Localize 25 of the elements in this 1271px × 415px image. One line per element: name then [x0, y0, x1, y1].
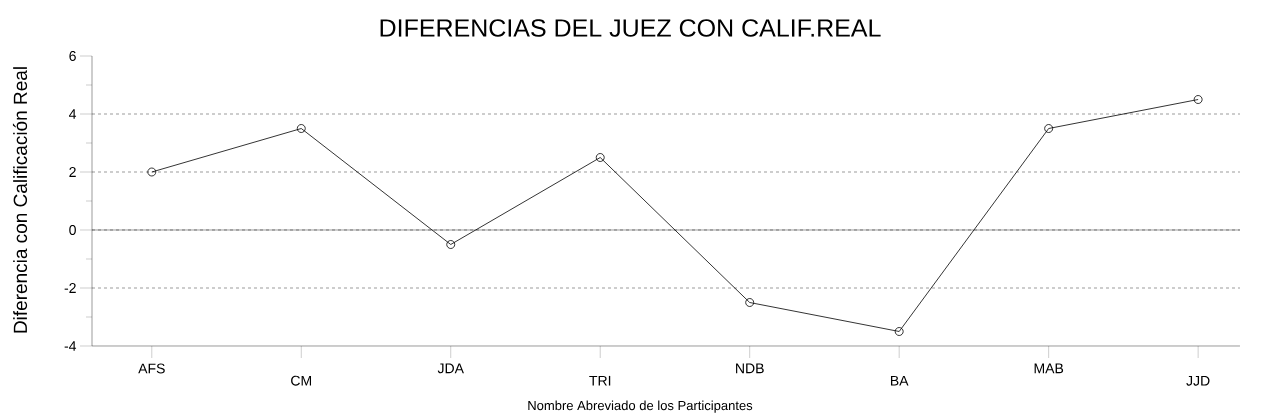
point [147, 167, 157, 177]
x-tick-label: CM [291, 375, 312, 386]
x-tick-label: AFS [138, 363, 165, 374]
x-tick-label: BA [890, 375, 909, 386]
x-tick-label: JDA [437, 363, 464, 374]
y-tick-label: -4 [64, 341, 77, 351]
y-tick-label: 0 [69, 225, 76, 235]
point [595, 153, 605, 162]
x-tick-label: NDB [736, 363, 764, 374]
y-axis-title: Diferencia con Calificación Real [12, 67, 28, 333]
point [894, 327, 904, 336]
point [296, 124, 306, 133]
point [1193, 95, 1203, 104]
y-tick-label: 6 [69, 51, 76, 61]
x-tick-label: MAB [1034, 363, 1064, 374]
point [745, 298, 755, 307]
chart-title: DIFERENCIAS DEL JUEZ CON CALIF.REAL [380, 19, 881, 37]
x-tick-label: JJD [1186, 375, 1210, 386]
y-tick-label: 2 [69, 167, 76, 177]
y-tick-label: 4 [69, 109, 77, 119]
x-tick-label: TRI [589, 375, 611, 386]
x-axis-title: Nombre Abreviado de los Participantes [528, 400, 753, 413]
y-tick-label: -2 [64, 283, 76, 293]
point [446, 240, 456, 249]
point [1044, 124, 1054, 133]
